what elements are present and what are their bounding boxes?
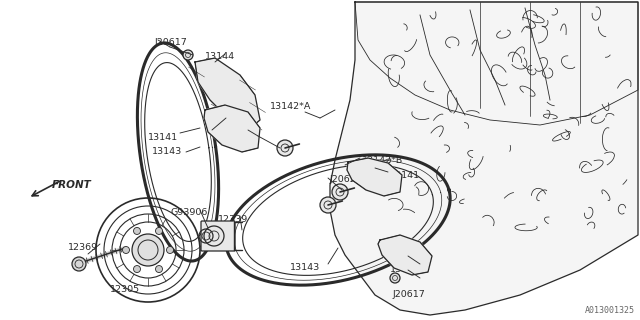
Circle shape bbox=[122, 246, 129, 253]
Circle shape bbox=[183, 50, 193, 60]
Text: J20617: J20617 bbox=[393, 290, 426, 299]
Circle shape bbox=[134, 266, 141, 273]
Polygon shape bbox=[195, 58, 260, 130]
Text: 13141: 13141 bbox=[390, 171, 420, 180]
Polygon shape bbox=[378, 235, 432, 275]
Polygon shape bbox=[330, 2, 638, 315]
Circle shape bbox=[132, 234, 164, 266]
Text: A013001325: A013001325 bbox=[585, 306, 635, 315]
Text: 13142*B: 13142*B bbox=[362, 156, 403, 165]
Circle shape bbox=[166, 246, 173, 253]
Text: 13141: 13141 bbox=[148, 133, 178, 142]
Text: FRONT: FRONT bbox=[52, 180, 92, 190]
Text: J20617: J20617 bbox=[155, 38, 188, 47]
Text: 12339: 12339 bbox=[218, 215, 248, 224]
Circle shape bbox=[277, 140, 293, 156]
Circle shape bbox=[156, 228, 163, 235]
Circle shape bbox=[320, 197, 336, 213]
Circle shape bbox=[390, 273, 400, 283]
Text: 12369: 12369 bbox=[68, 243, 98, 252]
Circle shape bbox=[72, 257, 86, 271]
Text: 13144: 13144 bbox=[390, 265, 420, 274]
Polygon shape bbox=[347, 158, 402, 196]
Text: 13144: 13144 bbox=[205, 52, 235, 61]
Circle shape bbox=[156, 266, 163, 273]
FancyBboxPatch shape bbox=[201, 221, 235, 251]
Text: 12305: 12305 bbox=[110, 285, 140, 294]
Text: G93906: G93906 bbox=[170, 208, 207, 217]
Circle shape bbox=[332, 184, 348, 200]
Circle shape bbox=[134, 228, 141, 235]
Text: J2062: J2062 bbox=[224, 128, 251, 137]
Text: 13142*A: 13142*A bbox=[270, 102, 312, 111]
Text: 13143: 13143 bbox=[152, 147, 182, 156]
Polygon shape bbox=[204, 105, 260, 152]
Text: 13143: 13143 bbox=[290, 263, 320, 272]
Text: J2062: J2062 bbox=[330, 175, 356, 184]
